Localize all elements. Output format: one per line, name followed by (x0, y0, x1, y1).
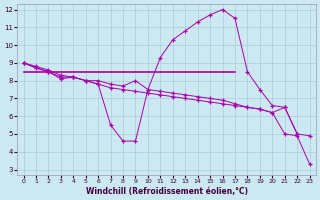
X-axis label: Windchill (Refroidissement éolien,°C): Windchill (Refroidissement éolien,°C) (85, 187, 248, 196)
